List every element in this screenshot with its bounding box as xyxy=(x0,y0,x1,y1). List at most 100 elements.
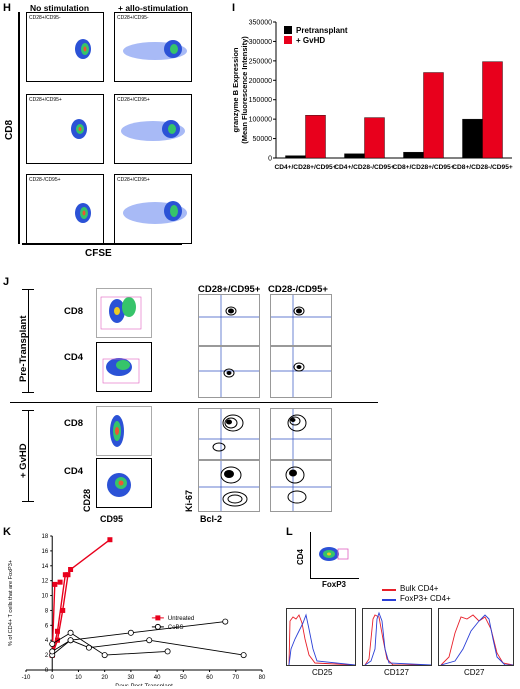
k-y-tick-label: 8 xyxy=(45,608,49,614)
j-contour-gvhd-cd4-a xyxy=(198,460,260,512)
k-legend-marker xyxy=(155,615,161,621)
bar-pretransplant xyxy=(462,118,483,159)
k-y-tick-label: 16 xyxy=(42,549,49,555)
k-line-untreated xyxy=(51,539,111,656)
i-y-tick-label: 50000 xyxy=(253,136,273,143)
k-x-tick-label: 0 xyxy=(51,675,55,681)
j-dot-cd8-pre xyxy=(96,288,152,338)
k-point-untreated xyxy=(65,572,71,578)
k-y-tick-label: 0 xyxy=(45,668,49,674)
i-category-label: CD8+/CD28+/CD95+ xyxy=(392,164,454,171)
k-point-cobs xyxy=(146,637,153,644)
i-y-tick-label: 300000 xyxy=(249,39,272,46)
k-point-untreated xyxy=(57,579,63,585)
i-category-label: CD8+/CD28-/CD95+ xyxy=(452,164,513,171)
panel-letter-k: K xyxy=(3,526,11,538)
bar-gvhd xyxy=(305,115,326,159)
j-contour-pre-cd8-b xyxy=(270,294,332,346)
bracket-tick xyxy=(22,501,34,502)
bar-gvhd xyxy=(364,117,385,159)
gate-label: CD28+/CD95- xyxy=(29,15,61,21)
j-contour-pre-cd8-a xyxy=(198,294,260,346)
panel-letter-l: L xyxy=(286,526,293,538)
i-y-tick-label: 250000 xyxy=(249,58,272,65)
gate-label: CD28+/CD95+ xyxy=(29,97,62,103)
h-y-axis-label: CD8 xyxy=(4,119,15,140)
hist-cd25 xyxy=(286,608,356,666)
h-axis-bar-left xyxy=(18,12,20,244)
k-point-cobs xyxy=(67,629,74,636)
k-y-tick-label: 2 xyxy=(45,653,49,659)
i-category-label: CD4+/CD28+/CD95+ xyxy=(274,164,336,171)
j-contour-pre-cd4-b xyxy=(270,346,332,398)
k-y-axis-label: % of CD4+ T cells that are FoxP3+ xyxy=(8,560,14,646)
i-y-tick-label: 0 xyxy=(268,156,272,163)
header-no-stimulation: No stimulation xyxy=(30,3,90,13)
hist-cd127 xyxy=(362,608,432,666)
legend-label-bulk: Bulk CD4+ xyxy=(400,584,439,593)
bracket-tick xyxy=(22,410,34,411)
i-y-tick-label: 150000 xyxy=(249,97,272,104)
k-x-tick-label: 60 xyxy=(206,675,213,681)
legend-label-foxp3: FoxP3+ CD4+ xyxy=(400,594,451,603)
j-right-y-label: Ki-67 xyxy=(184,489,194,512)
hist-cd27 xyxy=(438,608,514,666)
h-axis-bar-bottom xyxy=(22,243,182,245)
panel-letter-h: H xyxy=(3,2,11,14)
k-point-cobs xyxy=(49,640,56,647)
panel-letter-j: J xyxy=(3,276,10,288)
j-row-label-cd4-pre: CD4 xyxy=(64,352,84,363)
j-left-x-label: CD95 xyxy=(100,514,124,524)
gate-label: CD28-/CD95+ xyxy=(29,177,61,183)
j-row-label-cd8-gvhd: CD8 xyxy=(64,418,84,429)
k-point-cobs xyxy=(240,652,247,659)
header-cd28pos-cd95pos: CD28+/CD95+ xyxy=(198,284,261,295)
k-point-cobs xyxy=(101,652,108,659)
k-point-untreated xyxy=(107,537,113,543)
k-point-untreated xyxy=(54,628,60,634)
k-point-cobs xyxy=(49,648,56,655)
panel-letter-i: I xyxy=(232,2,236,14)
h-plot-r3-allo: CD28+/CD95+ xyxy=(114,174,192,244)
gate-label: CD28+/CD95+ xyxy=(117,97,150,103)
hist-label-cd27: CD27 xyxy=(464,668,485,677)
i-y-tick-label: 200000 xyxy=(249,78,272,85)
label-gvhd: + GvHD xyxy=(18,443,29,478)
k-point-cobs xyxy=(222,618,229,625)
k-legend-marker xyxy=(154,623,161,630)
k-point-cobs xyxy=(127,629,134,636)
j-contour-gvhd-cd4-b xyxy=(270,460,332,512)
bracket-pre xyxy=(28,289,29,393)
j-dot-cd4-gvhd xyxy=(96,458,152,508)
k-x-tick-label: -10 xyxy=(22,675,31,681)
bar-gvhd xyxy=(482,61,503,159)
i-category-label: CD4+/CD28-/CD95+ xyxy=(334,164,395,171)
i-y-tick-label: 350000 xyxy=(249,20,272,27)
k-x-tick-label: 70 xyxy=(232,675,239,681)
granzyme-bar-chart: 0 50000 100000 150000 200000 250000 300000 3500… xyxy=(231,20,513,172)
bracket-tick xyxy=(22,289,34,290)
k-y-tick-label: 6 xyxy=(45,623,49,629)
j-dot-cd8-gvhd xyxy=(96,406,152,456)
i-legend-swatch xyxy=(284,26,292,34)
k-x-tick-label: 20 xyxy=(101,675,108,681)
legend-swatch-foxp3 xyxy=(382,599,396,601)
header-cd28neg-cd95pos: CD28-/CD95+ xyxy=(268,284,328,295)
i-legend-label: Pretransplant xyxy=(296,26,348,35)
h-plot-r1-nostim: CD28+/CD95- xyxy=(26,12,104,82)
k-legend-label: CoBS xyxy=(168,625,184,631)
h-x-axis-label: CFSE xyxy=(85,248,112,259)
l-y-label: CD4 xyxy=(296,548,305,565)
bracket-gvhd xyxy=(28,410,29,502)
l-x-label: FoxP3 xyxy=(322,580,347,589)
k-y-tick-label: 12 xyxy=(42,579,49,585)
k-x-tick-label: 10 xyxy=(75,675,82,681)
gate-label: CD28+/CD95+ xyxy=(117,177,150,183)
k-point-untreated xyxy=(62,572,68,578)
foxp3-line-chart: 0 2 4 6 8 10 12 14 16 18 -10 0 10 20 30 40 50 60 70 80 Days … xyxy=(8,534,266,686)
l-dot-plot xyxy=(310,532,359,579)
label-pre-transplant: Pre-Transplant xyxy=(18,315,29,382)
j-contour-gvhd-cd8-b xyxy=(270,408,332,460)
k-x-tick-label: 50 xyxy=(180,675,187,681)
j-contour-pre-cd4-a xyxy=(198,346,260,398)
